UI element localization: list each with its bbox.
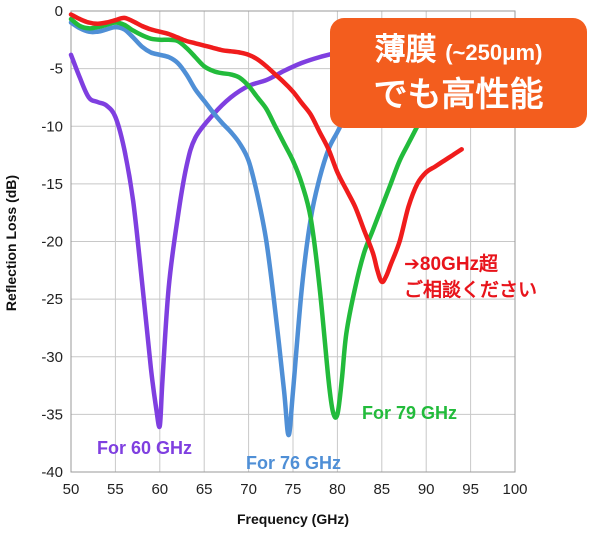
series-line-2 [68, 16, 438, 420]
note-line1: ➔80GHz超 [404, 254, 499, 275]
callout-line2: でも高性能 [373, 76, 544, 114]
series-line-3 [68, 12, 464, 285]
tick-labels: 50 55 60 65 70 75 80 85 90 95 100 0 -5 -10 -15 -20 -25 -3… [41, 3, 527, 498]
y-tick-label: -5 [50, 61, 63, 78]
series-label-79ghz: For 79 GHz [362, 403, 457, 423]
x-tick-label: 100 [502, 481, 527, 498]
y-tick-label: 0 [55, 3, 63, 20]
x-tick-label: 75 [285, 481, 302, 498]
callout-box: 薄膜 (~250μm) でも高性能 [330, 18, 587, 128]
series-label-60ghz: For 60 GHz [97, 438, 192, 458]
series-line-1 [68, 20, 349, 438]
note-text: ➔80GHz超 ご相談ください [404, 252, 537, 304]
x-tick-label: 65 [196, 481, 213, 498]
y-tick-label: -35 [41, 406, 63, 423]
note-line2: ご相談ください [404, 280, 538, 301]
plot-frame [70, 10, 516, 473]
y-tick-label: -20 [41, 234, 63, 251]
y-axis-title: Reflection Loss (dB) [3, 175, 19, 311]
x-axis-title: Frequency (GHz) [237, 511, 349, 527]
y-tick-label: -15 [41, 176, 63, 193]
series-line-0 [68, 50, 340, 430]
y-tick-label: -10 [41, 118, 63, 135]
x-tick-label: 85 [373, 481, 390, 498]
y-tick-label: -25 [41, 291, 63, 308]
x-tick-label: 70 [240, 481, 257, 498]
series-label-76ghz: For 76 GHz [246, 453, 341, 473]
x-tick-label: 95 [462, 481, 479, 498]
callout-thickness: (~250μm) [445, 40, 543, 65]
series-lines [68, 12, 464, 438]
x-tick-label: 50 [63, 481, 80, 498]
x-tick-label: 55 [107, 481, 124, 498]
x-tick-label: 90 [418, 481, 435, 498]
y-tick-label: -30 [41, 349, 63, 366]
y-tick-label: -40 [41, 464, 63, 481]
x-tick-label: 80 [329, 481, 346, 498]
callout-line1: 薄膜 (~250μm) [374, 32, 543, 67]
x-tick-label: 60 [151, 481, 168, 498]
